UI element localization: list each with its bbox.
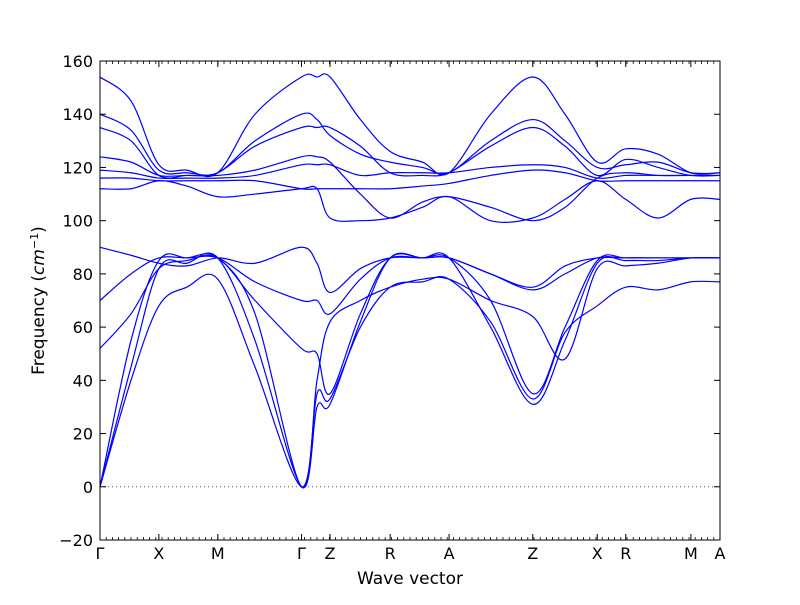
plot-frame bbox=[99, 60, 721, 541]
y-axis-label-unit: cm bbox=[29, 249, 49, 275]
y-tick-label: 60 bbox=[73, 318, 93, 337]
y-axis-label: Frequency (cm−1) bbox=[28, 226, 50, 375]
x-tick-label: R bbox=[385, 544, 396, 563]
x-tick-label: Z bbox=[325, 544, 336, 563]
phonon-branch-1 bbox=[99, 252, 721, 489]
phonon-branch-11 bbox=[99, 125, 721, 179]
phonon-branch-13 bbox=[99, 73, 721, 178]
x-axis-label: Wave vector bbox=[357, 569, 463, 589]
y-tick-label: 80 bbox=[73, 265, 93, 284]
y-tick-label: 40 bbox=[73, 371, 93, 390]
y-tick-label: 140 bbox=[62, 105, 93, 124]
x-tick-label: Z bbox=[527, 544, 538, 563]
x-tick-label: X bbox=[592, 544, 603, 563]
x-tick-label: A bbox=[444, 544, 455, 563]
y-tick-label: 120 bbox=[62, 158, 93, 177]
phonon-branch-8 bbox=[99, 169, 720, 190]
x-tick-label: Γ bbox=[297, 544, 306, 563]
y-axis-label-exponent: −1 bbox=[28, 233, 41, 249]
y-tick-label: 0 bbox=[83, 478, 93, 497]
x-tick-label: X bbox=[153, 544, 164, 563]
phonon-branch-4 bbox=[99, 253, 720, 395]
y-axis-label-text: Frequency ( bbox=[29, 275, 49, 375]
phonon-branch-12 bbox=[99, 112, 721, 176]
y-ticks: −20 0 20 40 60 80 100 120 140 160 bbox=[59, 52, 720, 550]
phonon-branch-6 bbox=[99, 246, 720, 294]
x-tick-label: Γ bbox=[96, 544, 105, 563]
y-tick-label: 20 bbox=[73, 425, 93, 444]
y-tick-label: 100 bbox=[62, 212, 93, 231]
x-tick-label: M bbox=[211, 544, 225, 563]
y-axis-label-close: ) bbox=[29, 226, 49, 233]
x-tick-label: R bbox=[620, 544, 631, 563]
x-tick-label: A bbox=[715, 544, 726, 563]
x-tick-label: M bbox=[684, 544, 698, 563]
y-tick-label: 160 bbox=[62, 52, 93, 71]
phonon-branch-3 bbox=[99, 253, 721, 489]
y-tick-label: −20 bbox=[59, 531, 93, 550]
phonon-branch-2 bbox=[99, 273, 721, 488]
series-layer bbox=[99, 73, 721, 489]
